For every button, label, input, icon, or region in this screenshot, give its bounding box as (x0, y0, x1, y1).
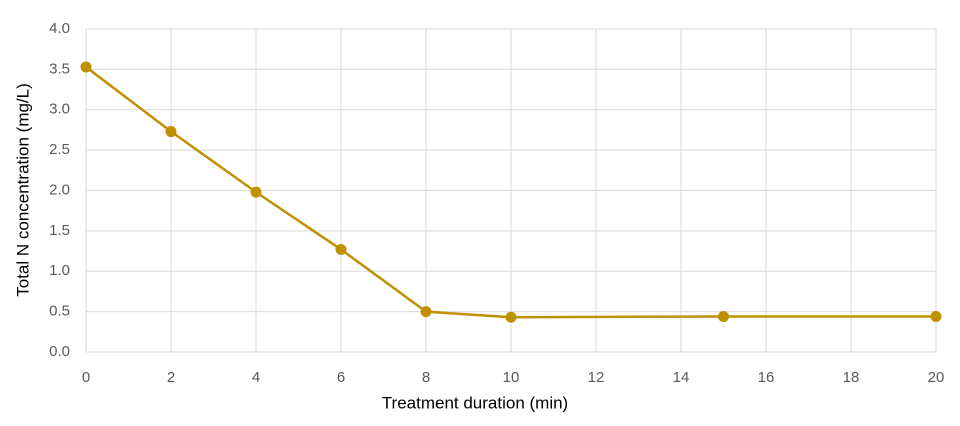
y-tick-label: 1.5 (49, 222, 70, 239)
y-tick-label: 3.0 (49, 101, 70, 118)
x-tick-label: 2 (167, 369, 175, 386)
x-tick-label: 4 (252, 369, 260, 386)
x-tick-label: 12 (588, 369, 605, 386)
line (85, 65, 936, 319)
y-tick-label: 2.0 (49, 181, 70, 198)
y-axis-title: Total N concentration (mg/L) (13, 83, 32, 297)
x-tick-label: 6 (337, 369, 345, 386)
x-tick-label: 8 (422, 369, 430, 386)
point (505, 311, 517, 323)
x-tick-label: 18 (843, 369, 860, 386)
y-tick-label: 1.0 (49, 262, 70, 279)
point (165, 126, 177, 138)
x-axis-title: Treatment duration (min) (382, 393, 568, 412)
x-tick-label: 16 (758, 369, 775, 386)
point (335, 243, 347, 255)
x-tick-label: 0 (82, 369, 90, 386)
point (718, 310, 729, 322)
y-tick-label: 4.0 (49, 20, 70, 37)
x-tick-label: 14 (673, 369, 690, 386)
y-tick-label: 0.0 (49, 343, 70, 360)
x-tick-label: 10 (503, 369, 520, 386)
point (80, 61, 92, 73)
point (930, 310, 942, 322)
point (420, 306, 432, 318)
x-tick-label: 20 (928, 369, 945, 386)
y-tick-label: 2.5 (49, 141, 70, 158)
y-tick-label: 0.5 (49, 303, 70, 320)
point (250, 186, 262, 198)
y-tick-label: 3.5 (49, 60, 70, 77)
